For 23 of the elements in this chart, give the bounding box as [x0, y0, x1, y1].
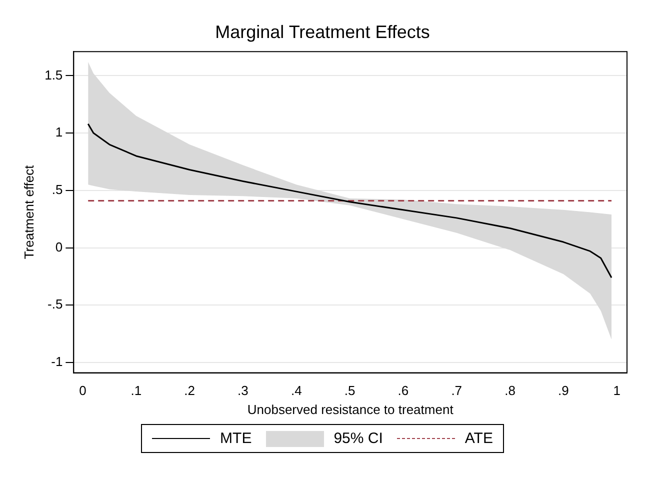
- y-tick-label: 0: [55, 239, 63, 254]
- x-tick-label: .5: [344, 383, 356, 398]
- x-tick-label: .9: [558, 383, 569, 398]
- x-tick-label: .8: [504, 383, 516, 398]
- x-tick-label: 0: [79, 383, 86, 398]
- x-tick-label: .2: [184, 383, 195, 398]
- y-axis-title: Treatment effect: [21, 164, 36, 260]
- x-tick-label: .6: [398, 383, 409, 398]
- text: 95% CI: [334, 430, 383, 447]
- x-tick-label: 1: [613, 383, 620, 398]
- x-tick-label: .4: [290, 383, 302, 398]
- legend-label: MTE: [220, 430, 252, 447]
- y-tick-label: 1: [55, 124, 63, 140]
- legend-label: ATE: [464, 430, 493, 447]
- chart-title: Marginal Treatment Effects: [215, 22, 430, 42]
- y-tick-label: -1: [51, 354, 63, 370]
- x-tick-label: .1: [130, 383, 142, 398]
- y-tick-label: -.5: [48, 296, 63, 312]
- x-axis-title: Unobserved resistance to treatment: [247, 402, 454, 417]
- x-tick-label: .7: [451, 383, 462, 398]
- y-tick-label: .5: [52, 182, 63, 197]
- y-tick-label: 1.5: [44, 67, 63, 82]
- x-tick-label: .3: [238, 383, 248, 398]
